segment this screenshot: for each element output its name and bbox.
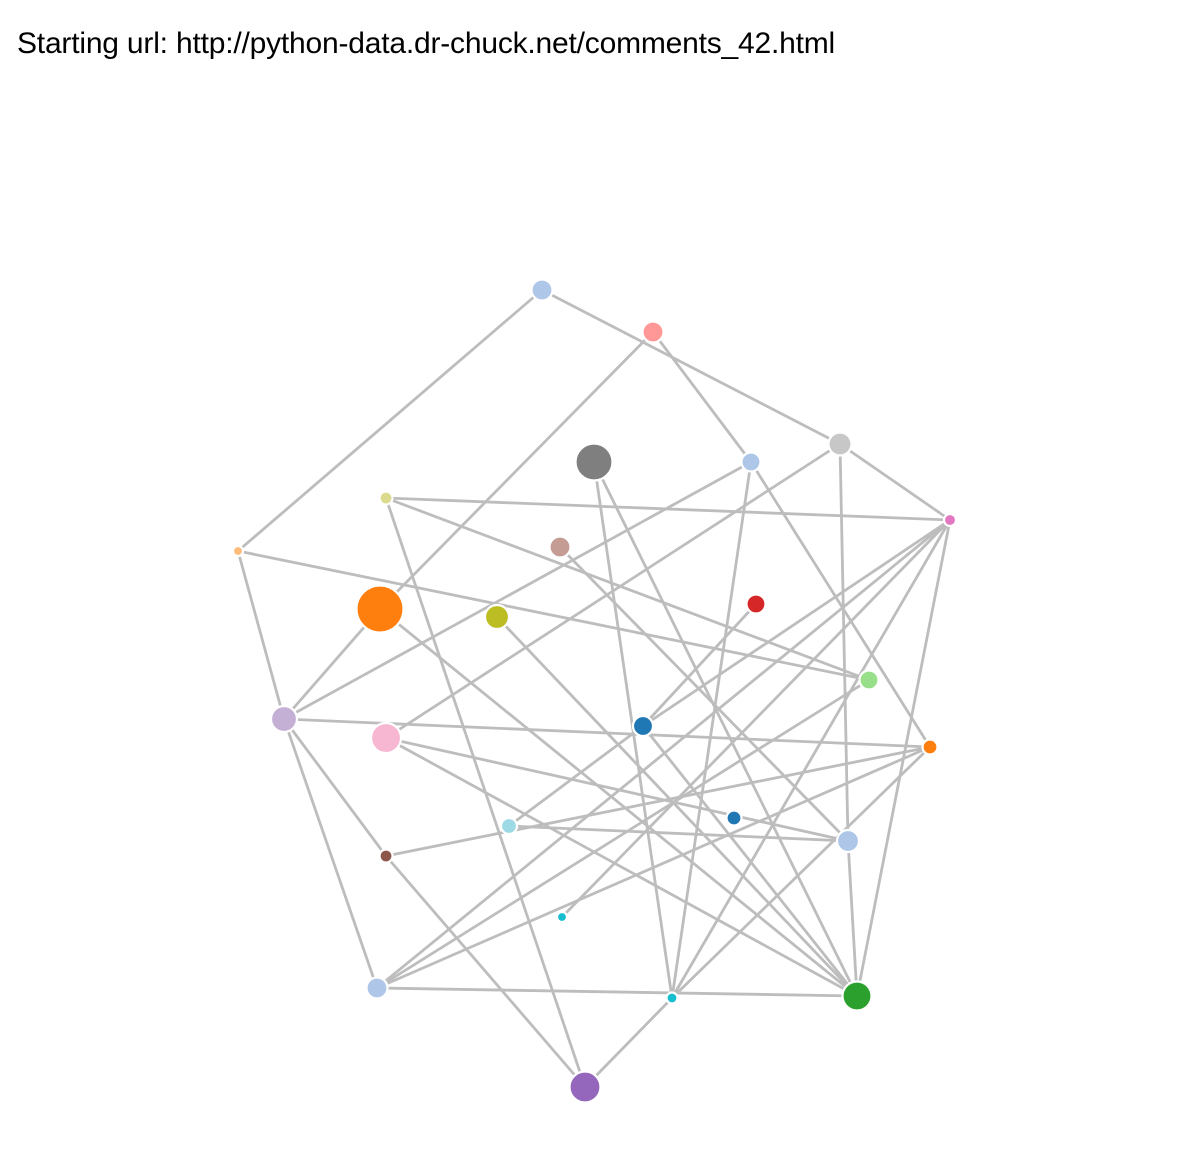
starting-url-line: Starting url: http://python-data.dr-chuc…: [17, 27, 835, 61]
graph-node-n11[interactable]: [483, 603, 511, 631]
edge-n15-n20: [384, 736, 850, 843]
graph-node-n20[interactable]: [835, 828, 861, 854]
edge-n14-n23: [282, 717, 379, 990]
graph-node-n24[interactable]: [665, 991, 679, 1005]
edge-n16-n18: [507, 724, 645, 828]
graph-node-n26[interactable]: [568, 1070, 602, 1104]
edge-n5-n17: [749, 460, 932, 749]
edge-n10-n25: [378, 607, 859, 998]
edge-n17-n24: [670, 745, 932, 1000]
graph-node-n9[interactable]: [548, 535, 572, 559]
edge-n7-n24: [670, 518, 952, 1000]
edge-n9-n20: [558, 545, 850, 843]
graph-node-n17[interactable]: [921, 738, 939, 756]
edge-n20-n25: [846, 839, 859, 998]
edge-n12-n16: [641, 602, 758, 728]
edge-n3-n20: [838, 442, 850, 843]
edge-n13-n23: [375, 678, 871, 990]
edge-n3-n7: [838, 442, 952, 522]
edge-n8-n14: [236, 549, 286, 721]
graph-node-n2[interactable]: [641, 320, 665, 344]
edge-n6-n13: [384, 496, 871, 682]
edge-n17-n21: [384, 745, 932, 858]
edge-n15-n25: [384, 736, 859, 998]
edge-n1-n8: [236, 288, 544, 553]
edge-n16-n25: [641, 724, 859, 998]
graph-node-n8[interactable]: [231, 544, 245, 558]
edge-n7-n16: [641, 518, 952, 728]
edge-n11-n25: [495, 615, 859, 998]
graph-node-n18[interactable]: [499, 816, 519, 836]
edge-n7-n22: [560, 518, 952, 919]
graph-node-n7[interactable]: [942, 512, 958, 528]
graph-node-n1[interactable]: [530, 278, 554, 302]
graph-node-n3[interactable]: [827, 431, 853, 457]
edge-n2-n10: [378, 330, 655, 611]
edge-n24-n26: [583, 996, 674, 1089]
graph-node-n14[interactable]: [269, 704, 299, 734]
graph-node-n5[interactable]: [740, 451, 762, 473]
edge-n8-n13: [236, 549, 871, 682]
graph-nodes: [231, 278, 958, 1104]
edge-n17-n23: [375, 745, 932, 990]
graph-node-n25[interactable]: [841, 980, 873, 1012]
graph-edges: [236, 288, 952, 1089]
edge-n5-n14: [282, 460, 753, 721]
edge-n5-n24: [670, 460, 753, 1000]
graph-node-n19[interactable]: [725, 809, 743, 827]
edge-n23-n25: [375, 986, 859, 998]
edge-n6-n7: [384, 496, 952, 522]
graph-node-n6[interactable]: [378, 490, 394, 506]
graph-node-n16[interactable]: [631, 714, 655, 738]
graph-node-n12[interactable]: [745, 593, 767, 615]
graph-node-n13[interactable]: [858, 669, 880, 691]
graph-node-n23[interactable]: [365, 976, 389, 1000]
graph-node-n4[interactable]: [574, 442, 614, 482]
edge-n2-n5: [651, 330, 753, 464]
graph-node-n22[interactable]: [555, 910, 569, 924]
edge-n14-n21: [282, 717, 388, 858]
edge-n1-n3: [540, 288, 842, 446]
starting-url-value: http://python-data.dr-chuck.net/comments…: [175, 27, 836, 60]
graph-node-n21[interactable]: [378, 848, 394, 864]
starting-url-label: Starting url:: [17, 27, 168, 60]
graph-node-n15[interactable]: [369, 721, 403, 755]
graph-node-n10[interactable]: [355, 584, 405, 634]
edge-n18-n20: [507, 824, 850, 843]
edge-n21-n26: [384, 854, 587, 1089]
edge-n4-n25: [592, 460, 859, 998]
